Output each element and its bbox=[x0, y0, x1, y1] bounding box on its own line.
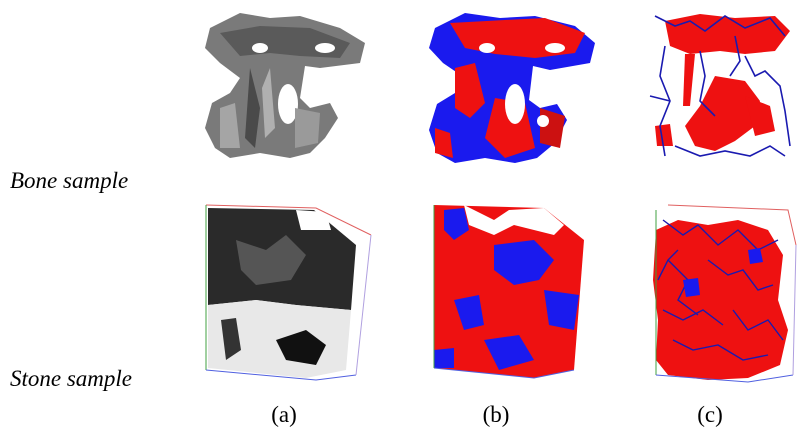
stone-phase-render bbox=[433, 205, 584, 379]
stone-panel-b bbox=[424, 200, 604, 390]
bone-panel-a bbox=[200, 8, 370, 166]
bone-phase-render bbox=[429, 13, 595, 163]
stone-network-render bbox=[653, 204, 797, 383]
column-label-a: (a) bbox=[271, 402, 297, 427]
bone-surface-render bbox=[205, 13, 365, 158]
column-label-c: (c) bbox=[697, 402, 723, 427]
stone-panel-c bbox=[648, 200, 798, 390]
column-label-b: (b) bbox=[482, 402, 510, 427]
bone-panel-b bbox=[425, 8, 600, 168]
bone-panel-c bbox=[645, 6, 795, 166]
row-label-bone: Bone sample bbox=[10, 168, 129, 193]
stone-panel-a bbox=[196, 200, 376, 390]
bone-network-render bbox=[649, 14, 791, 157]
row-label-stone: Stone sample bbox=[10, 366, 133, 391]
stone-surface-render bbox=[205, 204, 372, 381]
